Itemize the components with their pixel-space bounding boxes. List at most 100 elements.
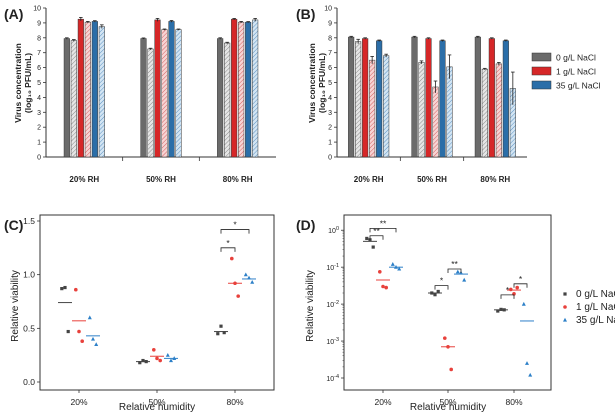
panel-a-category-label: 20% RH (69, 175, 99, 184)
panel-d-ytick-label: 10-2 (326, 300, 339, 309)
legend-swatch-35-g-l-nacl (531, 80, 552, 90)
panel-d-point-0-g-l-nacl (365, 236, 369, 241)
panel-d-point-35-g-l-nacl (397, 266, 402, 271)
panel-c-ylabel: Relative viability (10, 270, 21, 342)
panel-c-point-0-g-l-nacl (66, 329, 70, 334)
panel-a-ytick-label: 2 (37, 125, 41, 132)
panel-d-ytick-label: 10-4 (326, 374, 339, 383)
panel-a-bar-1-g-l-nacl-hatched (161, 29, 168, 158)
panel-a-bar-1-g-l-nacl-hatched (238, 21, 245, 158)
panel-c-point-35-g-l-nacl (247, 275, 251, 280)
panel-b-bar-1-g-l-nacl-hatched (369, 59, 376, 158)
panel-c-point-0-g-l-nacl (138, 361, 142, 365)
panel-c-point-0-g-l-nacl (144, 360, 148, 364)
panel-c-point-35-g-l-nacl (91, 336, 95, 341)
panel-b-bar-35-g-l-nacl-hatched (446, 66, 453, 158)
panel-a-ytick-label: 3 (37, 110, 41, 117)
panel-a-bar-1-g-l-nacl-hatched (84, 21, 91, 158)
panel-a-bar-0-g-l-nacl-hatched (224, 42, 231, 158)
panel-b-bar-35-g-l-nacl (439, 40, 446, 158)
panel-a-bar-1-g-l-nacl (231, 18, 238, 158)
panel-d-point-1-g-l-nacl (509, 287, 513, 292)
panel-d-xtick-label: 20% (374, 397, 391, 407)
panel-a-bar-35-g-l-nacl-hatched (98, 26, 105, 158)
panel-c-point-1-g-l-nacl (230, 256, 234, 261)
panel-a-bar-35-g-l-nacl-hatched (175, 29, 182, 158)
panel-b-bar-1-g-l-nacl-hatched (432, 86, 439, 158)
panel-c-significance-label: * (226, 238, 230, 248)
legend-swatch-1-g-l-nacl (531, 66, 552, 76)
panel-a-bar-1-g-l-nacl (154, 19, 161, 158)
panel-a: (A) Virus concentration (log₁₀ PFU/mL) 0… (4, 6, 276, 184)
panel-d-label: (D) (296, 217, 315, 233)
panel-b-bar-0-g-l-nacl (411, 36, 418, 158)
panel-b-bar-0-g-l-nacl-hatched (481, 68, 488, 158)
panel-a-ytick-label: 10 (33, 6, 41, 13)
panel-a-ylabel-line1: Virus concentration (13, 43, 23, 123)
panel-d-legend: 0 g/L NaCl 1 g/L NaCl 35 g/L NaCl (563, 289, 615, 326)
panel-d-significance-label: * (519, 274, 523, 284)
legend-swatch-0-g-l-nacl (531, 52, 552, 62)
panel-d-point-35-g-l-nacl (394, 264, 398, 269)
panel-b-ytick-label: 2 (328, 125, 332, 132)
panel-c-point-35-g-l-nacl (250, 279, 255, 284)
panel-b-ytick-label: 1 (328, 140, 332, 147)
panel-d-point-0-g-l-nacl (502, 308, 506, 312)
panel-c-point-35-g-l-nacl (94, 342, 99, 347)
panel-b-ylabel-line2: (log₁₀ PFU/mL) (317, 53, 327, 113)
panel-c-ytick-label: 1.0 (23, 270, 35, 280)
panel-b-bar-35-g-l-nacl (376, 40, 383, 158)
legend-label-1-g-l-nacl: 1 g/L NaCl (556, 67, 596, 77)
panel-c-ytick-label: 1.5 (23, 216, 35, 226)
panel-c-point-0-g-l-nacl (219, 324, 223, 328)
panel-d-ytick-label: 100 (328, 226, 339, 235)
panel-d-point-35-g-l-nacl (528, 372, 533, 377)
panel-d-significance-label: ** (451, 259, 458, 269)
panel-c-significance-bracket (220, 229, 250, 234)
panel-b-bar-1-g-l-nacl (362, 38, 369, 158)
panel-a-label: (A) (4, 6, 23, 22)
panel-b-bar-1-g-l-nacl (488, 38, 495, 158)
legend-marker-1-g-l-nacl (563, 305, 567, 309)
panel-a-ytick-label: 8 (37, 35, 41, 42)
panel-c-point-1-g-l-nacl (233, 281, 237, 286)
panel-a-ytick-label: 1 (37, 140, 41, 147)
panel-c-label: (C) (4, 217, 23, 233)
panel-b-bar-35-g-l-nacl-hatched (383, 55, 390, 158)
panel-d-significance-bracket (513, 283, 528, 288)
panel-b-legend: 0 g/L NaCl 1 g/L NaCl 35 g/L NaCl (531, 52, 601, 91)
panel-c-xtick-label: 50% (148, 397, 165, 407)
panel-d-point-35-g-l-nacl (521, 301, 526, 306)
panel-b-ytick-label: 3 (328, 110, 332, 117)
panel-b-ylabel-line1: Virus concentration (307, 43, 317, 123)
panel-d-point-35-g-l-nacl (525, 361, 529, 365)
panel-a-ytick-label: 4 (37, 95, 41, 102)
panel-c-point-0-g-l-nacl (216, 332, 220, 336)
panel-d-point-0-g-l-nacl (430, 291, 434, 295)
panel-d-xtick-label: 50% (439, 397, 456, 407)
panel-c-point-1-g-l-nacl (77, 329, 81, 334)
panel-d-point-35-g-l-nacl (390, 262, 395, 266)
panel-b-category-label: 50% RH (417, 175, 447, 184)
panel-b-bar-0-g-l-nacl-hatched (355, 41, 362, 158)
panel-b-bar-1-g-l-nacl-hatched (495, 63, 502, 158)
panel-c-point-0-g-l-nacl (63, 285, 67, 290)
panel-c-point-35-g-l-nacl (87, 315, 92, 320)
panel-a-ytick-label: 7 (37, 50, 41, 57)
panel-d-point-1-g-l-nacl (446, 344, 450, 349)
panel-c-significance-bracket (220, 247, 236, 252)
panel-d-point-0-g-l-nacl (496, 309, 500, 313)
panel-b-ytick-label: 6 (328, 65, 332, 72)
panel-c-point-0-g-l-nacl (141, 358, 145, 363)
panel-a-bar-35-g-l-nacl (168, 21, 175, 158)
panel-a-bar-35-g-l-nacl (245, 21, 252, 158)
panel-c-point-1-g-l-nacl (158, 358, 162, 363)
panel-d-point-1-g-l-nacl (515, 285, 519, 290)
panel-b-bar-1-g-l-nacl (425, 38, 432, 158)
panel-d-xtick-label: 80% (505, 397, 522, 407)
panel-d-point-0-g-l-nacl (433, 293, 437, 297)
panel-d-point-1-g-l-nacl (449, 367, 454, 372)
panel-b-ytick-label: 7 (328, 50, 332, 57)
panel-d-point-0-g-l-nacl (499, 307, 503, 311)
panel-d-point-0-g-l-nacl (436, 289, 440, 294)
